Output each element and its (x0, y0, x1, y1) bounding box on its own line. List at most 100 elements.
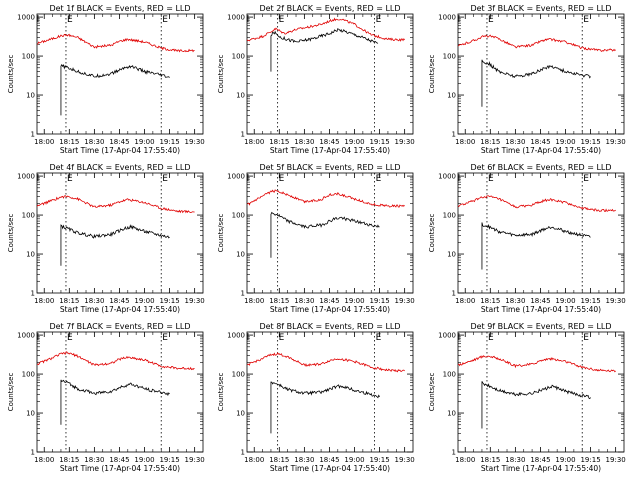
y-tick-label: 100 (232, 53, 245, 61)
x-axis-label: Start Time (17-Apr-04 17:55:40) (60, 464, 180, 473)
plot-frame (457, 13, 625, 135)
plot-frame (457, 331, 625, 453)
x-tick-label: 19:30 (606, 138, 626, 146)
x-tick-label: 19:30 (185, 138, 205, 146)
x-tick-label: 19:30 (185, 456, 205, 464)
x-tick-label: 19:15 (369, 297, 389, 305)
x-tick-label: 18:45 (109, 138, 129, 146)
y-axis-label: Counts/sec (217, 373, 225, 412)
x-tick-label: 18:15 (269, 138, 289, 146)
y-tick-label: 1 (241, 131, 245, 139)
x-axis-label: Start Time (17-Apr-04 17:55:40) (60, 305, 180, 314)
y-tick-label: 1000 (438, 14, 456, 22)
x-tick-label: 19:00 (344, 456, 364, 464)
x-tick-label: 18:00 (455, 456, 475, 464)
detector-panel: Det 4f BLACK = Events, RED = LLD 1 10 100 10… (7, 163, 205, 314)
plot-frame (36, 13, 204, 135)
y-tick-label: 100 (232, 371, 245, 379)
y-tick-label: 10 (26, 92, 35, 100)
y-tick-label: 1000 (227, 173, 245, 181)
detector-panel: Det 1f BLACK = Events, RED = LLD 1 10 100 10… (7, 4, 205, 155)
x-tick-label: 19:15 (580, 138, 600, 146)
x-tick-label: 19:15 (159, 138, 179, 146)
x-tick-label: 18:00 (455, 297, 475, 305)
x-tick-label: 19:00 (134, 138, 154, 146)
y-tick-label: 1 (241, 290, 245, 298)
event-marker-label: E (279, 174, 285, 184)
x-tick-label: 18:00 (455, 138, 475, 146)
y-tick-label: 1 (31, 131, 35, 139)
lld-line (458, 195, 616, 213)
event-marker-label: E (162, 174, 168, 184)
events-line (270, 381, 380, 434)
x-tick-label: 19:30 (185, 297, 205, 305)
x-tick-label: 18:30 (294, 456, 314, 464)
x-tick-label: 19:00 (555, 297, 575, 305)
x-tick-label: 18:45 (319, 456, 339, 464)
event-marker-label: E (376, 333, 382, 343)
x-tick-label: 18:30 (505, 138, 525, 146)
y-tick-label: 1 (31, 449, 35, 457)
x-tick-label: 19:30 (395, 138, 415, 146)
x-tick-label: 19:15 (159, 456, 179, 464)
event-marker-label: E (279, 333, 285, 343)
x-tick-label: 18:45 (530, 138, 550, 146)
x-tick-label: 19:15 (369, 456, 389, 464)
y-axis-label: Counts/sec (428, 55, 436, 94)
x-tick-label: 19:00 (555, 456, 575, 464)
lld-line (247, 17, 405, 42)
y-tick-label: 10 (26, 251, 35, 259)
event-marker-label: E (488, 15, 494, 25)
y-tick-label: 1000 (17, 14, 35, 22)
y-tick-label: 1000 (227, 332, 245, 340)
x-axis-label: Start Time (17-Apr-04 17:55:40) (270, 146, 390, 155)
detector-panel: Det 7f BLACK = Events, RED = LLD 1 10 100 10… (7, 322, 205, 473)
x-tick-label: 18:30 (84, 138, 104, 146)
x-tick-label: 19:30 (395, 297, 415, 305)
detector-panel: Det 9f BLACK = Events, RED = LLD 1 10 100 10… (428, 322, 626, 473)
y-tick-label: 10 (26, 410, 35, 418)
y-tick-label: 100 (443, 371, 456, 379)
event-marker-label: E (583, 174, 589, 184)
x-tick-label: 19:00 (344, 297, 364, 305)
panel-title: Det 5f BLACK = Events, RED = LLD (259, 163, 400, 172)
panel-title: Det 8f BLACK = Events, RED = LLD (259, 322, 400, 331)
event-marker-label: E (67, 174, 73, 184)
x-tick-label: 18:15 (59, 456, 79, 464)
y-tick-label: 1000 (438, 332, 456, 340)
x-axis-label: Start Time (17-Apr-04 17:55:40) (60, 146, 180, 155)
x-tick-label: 18:15 (59, 138, 79, 146)
y-tick-label: 1 (452, 131, 456, 139)
x-axis-label: Start Time (17-Apr-04 17:55:40) (270, 464, 390, 473)
detector-panel: Det 3f BLACK = Events, RED = LLD 1 10 100 10… (428, 4, 626, 155)
x-tick-label: 18:15 (480, 456, 500, 464)
x-tick-label: 18:15 (480, 297, 500, 305)
event-marker-label: E (162, 333, 168, 343)
event-marker-label: E (279, 15, 285, 25)
x-axis-label: Start Time (17-Apr-04 17:55:40) (270, 305, 390, 314)
panel-title: Det 3f BLACK = Events, RED = LLD (470, 4, 611, 13)
x-tick-label: 18:45 (530, 456, 550, 464)
y-axis-label: Counts/sec (217, 214, 225, 253)
x-tick-label: 18:45 (319, 138, 339, 146)
events-line (60, 379, 170, 425)
y-axis-label: Counts/sec (428, 373, 436, 412)
detector-panel: Det 8f BLACK = Events, RED = LLD 1 10 100 10… (217, 322, 415, 473)
event-marker-label: E (67, 333, 73, 343)
y-tick-label: 100 (443, 53, 456, 61)
panel-title: Det 9f BLACK = Events, RED = LLD (470, 322, 611, 331)
x-tick-label: 19:00 (134, 297, 154, 305)
y-tick-label: 10 (236, 251, 245, 259)
x-tick-label: 19:15 (369, 138, 389, 146)
x-tick-label: 18:30 (84, 297, 104, 305)
y-axis-label: Counts/sec (217, 55, 225, 94)
panel-title: Det 1f BLACK = Events, RED = LLD (49, 4, 190, 13)
x-tick-label: 18:15 (269, 297, 289, 305)
x-tick-label: 18:30 (505, 456, 525, 464)
y-tick-label: 1 (452, 449, 456, 457)
x-tick-label: 18:45 (319, 297, 339, 305)
x-tick-label: 18:30 (505, 297, 525, 305)
y-tick-label: 10 (447, 92, 456, 100)
lld-line (37, 351, 195, 371)
